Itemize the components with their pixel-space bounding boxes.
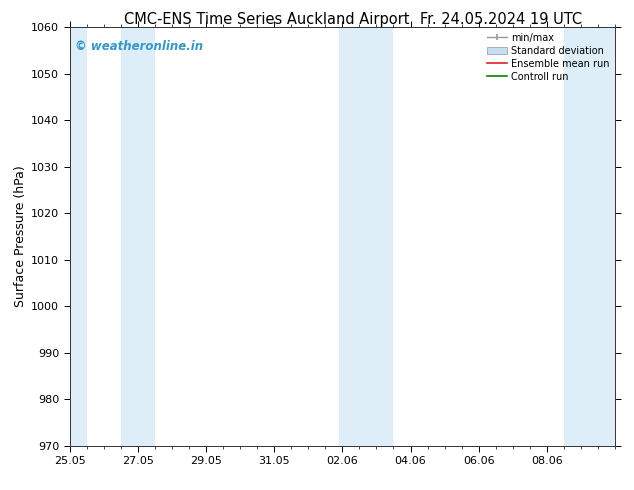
Bar [70, 27, 87, 446]
Y-axis label: Surface Pressure (hPa): Surface Pressure (hPa) [14, 166, 27, 307]
Text: Fr. 24.05.2024 19 UTC: Fr. 24.05.2024 19 UTC [420, 12, 582, 27]
Legend: min/max, Standard deviation, Ensemble mean run, Controll run: min/max, Standard deviation, Ensemble me… [483, 29, 613, 85]
Bar [564, 27, 615, 446]
Text: © weatheronline.in: © weatheronline.in [75, 40, 204, 52]
Bar [339, 27, 394, 446]
Bar [121, 27, 155, 446]
Text: CMC-ENS Time Series Auckland Airport: CMC-ENS Time Series Auckland Airport [124, 12, 409, 27]
